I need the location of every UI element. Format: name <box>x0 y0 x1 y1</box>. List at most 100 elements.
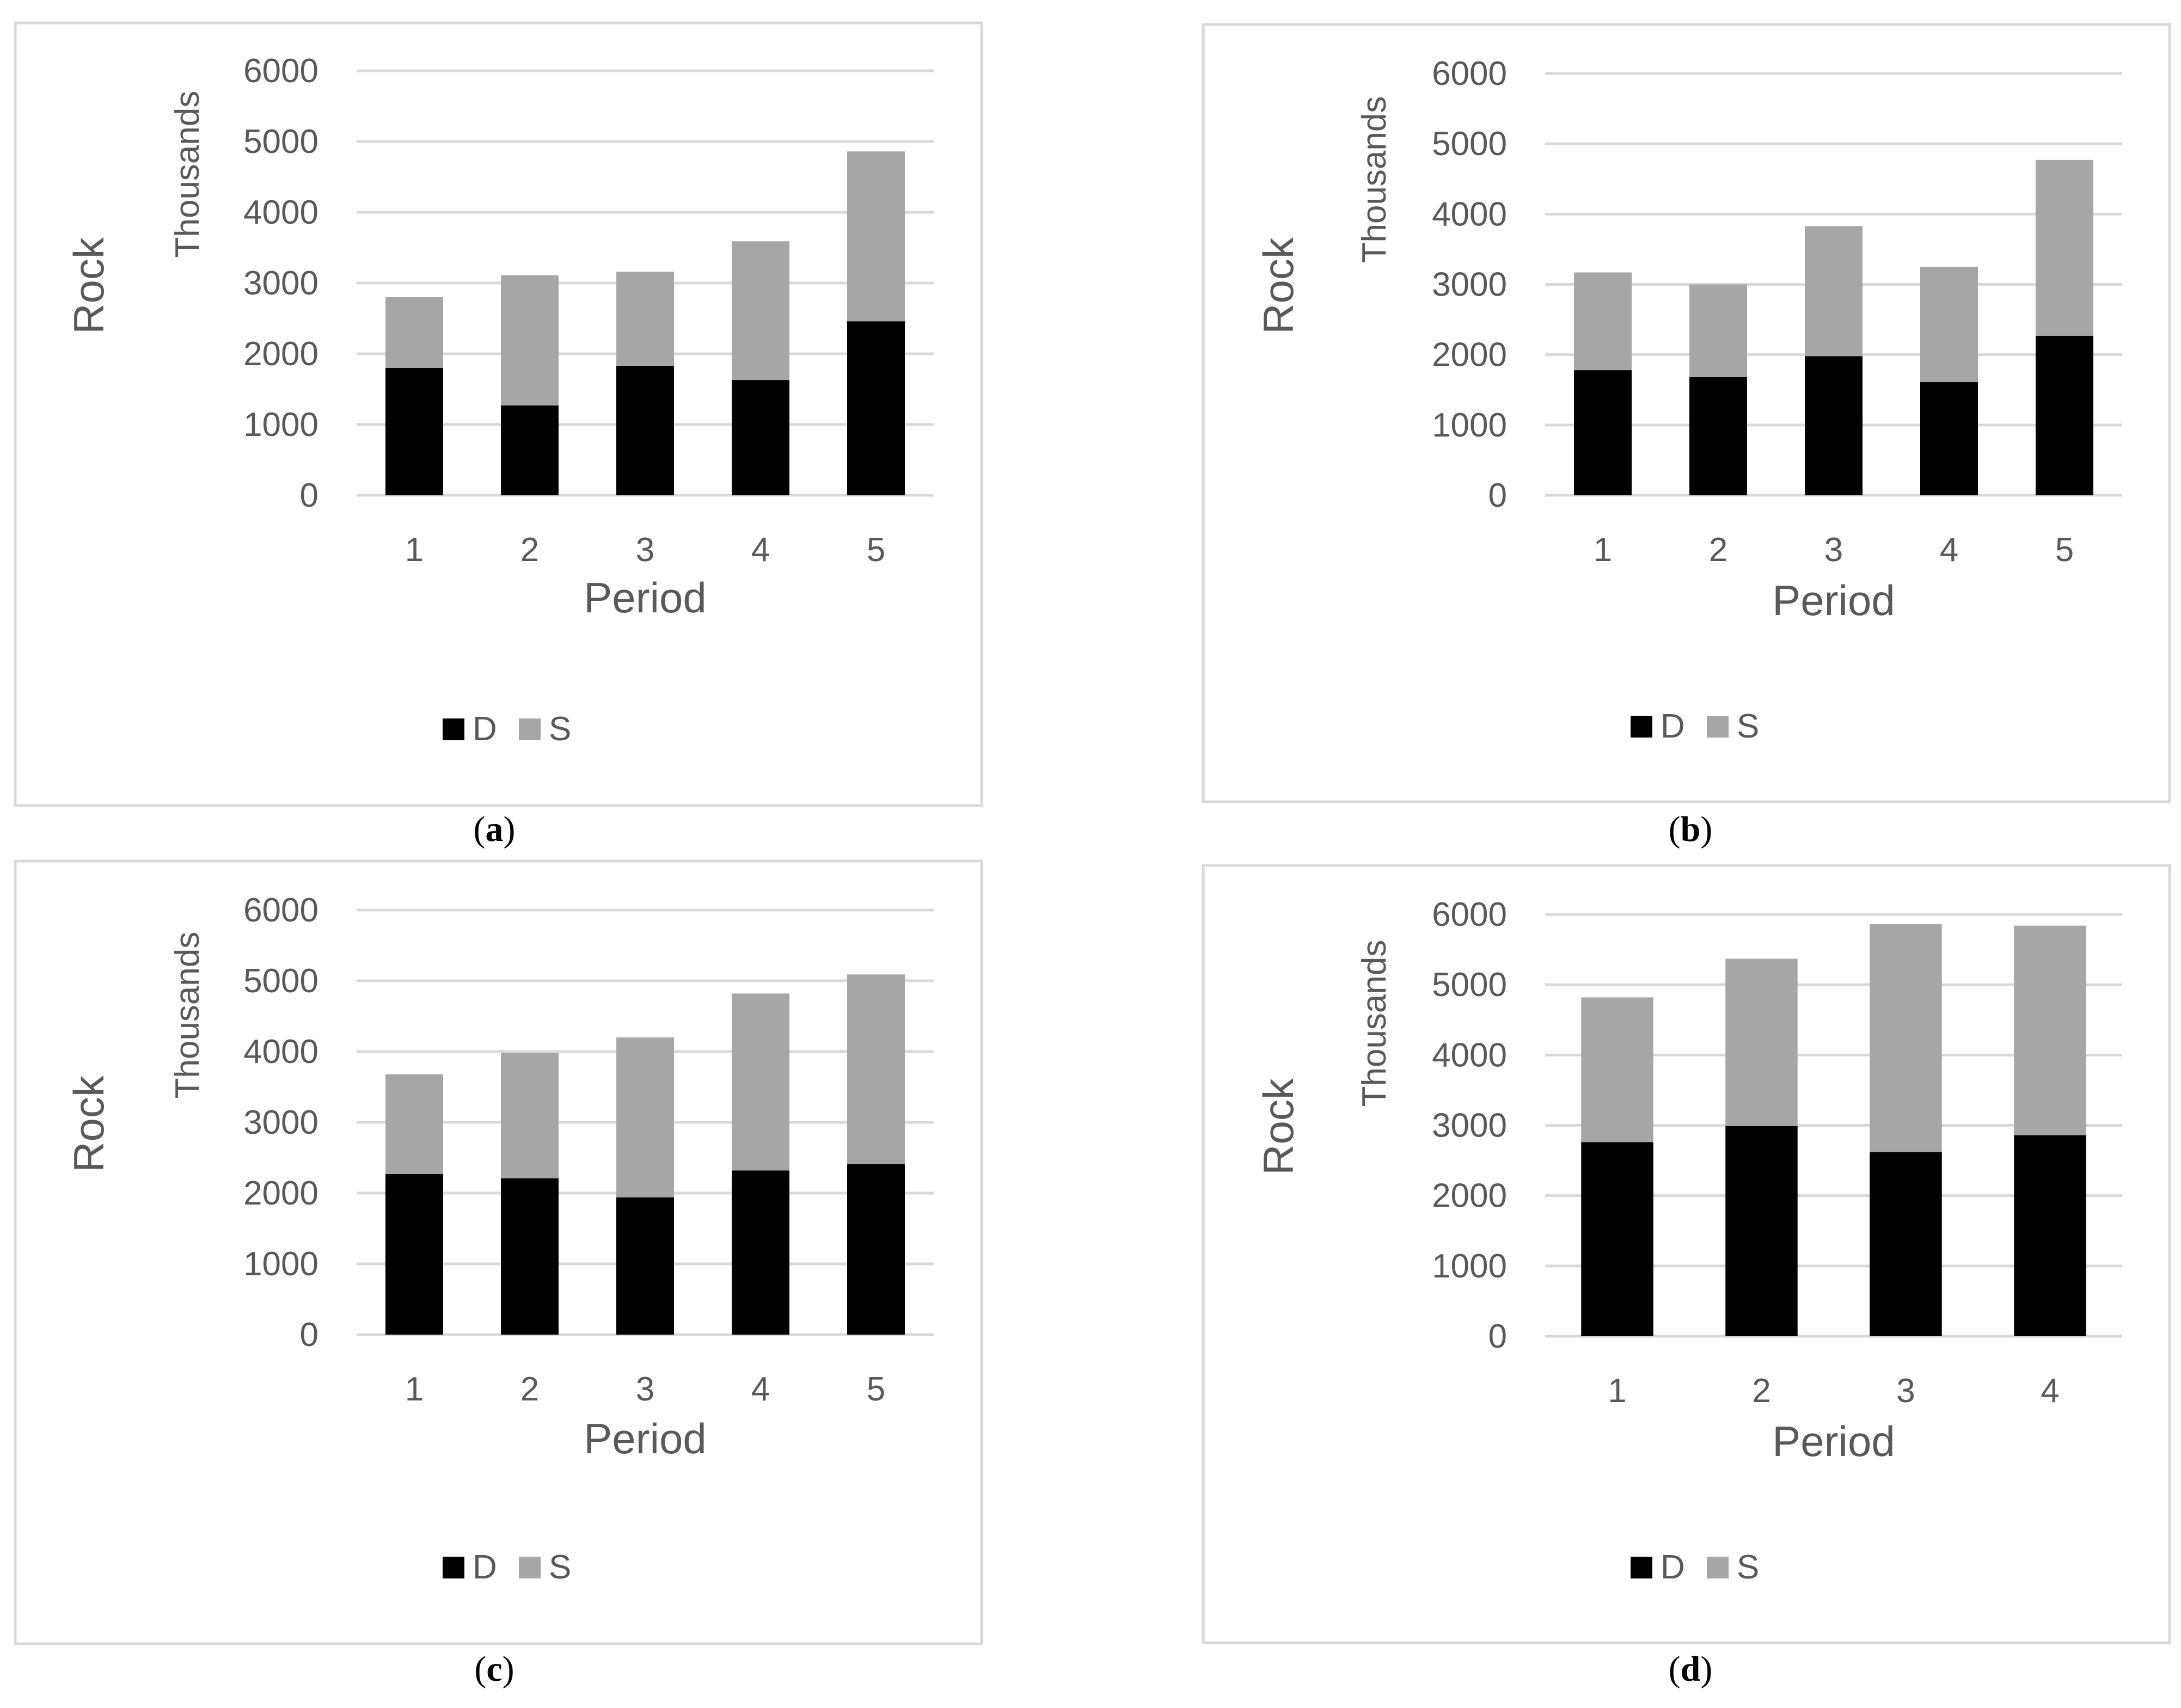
legend-swatch-s <box>1707 716 1729 738</box>
caption-open-paren: ( <box>474 809 486 849</box>
y-tick-label: 0 <box>1488 477 1507 514</box>
x-axis-title: Period <box>1772 576 1895 624</box>
y-tick-label: 1000 <box>243 1245 318 1283</box>
bar-d-period-1 <box>385 1174 443 1335</box>
y-tick-label: 2000 <box>243 1175 318 1212</box>
x-tick-label: 4 <box>1940 531 1958 569</box>
y-tick-label: 3000 <box>243 1104 318 1141</box>
bar-s-period-1 <box>1581 997 1653 1142</box>
y-tick-label: 0 <box>1488 1318 1507 1355</box>
legend-label-s: S <box>549 1549 571 1586</box>
bar-s-period-2 <box>501 275 559 406</box>
bar-d-period-1 <box>1574 370 1632 495</box>
y-tick-label: 5000 <box>243 962 318 1000</box>
y-tick-label: 6000 <box>1432 896 1507 933</box>
caption-close-paren: ) <box>503 1649 514 1689</box>
chart-frame <box>14 21 983 807</box>
y-axis-title: Rock <box>1254 237 1302 334</box>
legend-label-d: D <box>473 1549 497 1586</box>
bar-d-period-3 <box>616 366 674 495</box>
bar-d-period-3 <box>1870 1152 1942 1336</box>
bar-d-period-4 <box>732 380 789 495</box>
x-tick-label: 3 <box>1824 531 1843 569</box>
x-tick-label: 1 <box>405 531 424 569</box>
bar-s-period-1 <box>385 297 443 368</box>
x-tick-label: 3 <box>1896 1372 1915 1410</box>
x-tick-label: 4 <box>2041 1372 2059 1410</box>
y-tick-label: 4000 <box>243 194 318 231</box>
legend-swatch-s <box>1707 1557 1729 1578</box>
chart-panel-c: 0 1000 2000 3000 4000 5000 6000 Rock Thousands 1 2… <box>14 859 983 1689</box>
panel-caption: (a) <box>474 809 516 849</box>
y-tick-label: 5000 <box>1432 966 1507 1004</box>
chart-frame <box>1202 864 2171 1644</box>
y-axis-units: Thousands <box>1356 96 1393 263</box>
x-axis-title: Period <box>584 574 706 622</box>
bar-d-period-2 <box>1689 377 1747 495</box>
legend-label-d: D <box>1661 1549 1685 1586</box>
y-tick-label: 3000 <box>1432 1107 1507 1145</box>
caption-letter: c <box>486 1649 502 1689</box>
y-tick-label: 0 <box>300 477 318 514</box>
legend-swatch-d <box>1631 716 1652 738</box>
bar-s-period-1 <box>385 1074 443 1174</box>
chart-frame <box>14 859 983 1645</box>
bar-s-period-2 <box>501 1053 559 1178</box>
x-tick-label: 5 <box>867 531 885 569</box>
y-tick-label: 1000 <box>1432 407 1507 444</box>
y-axis-title: Rock <box>1254 1078 1302 1175</box>
bar-d-period-4 <box>1920 382 1978 495</box>
caption-letter: b <box>1681 809 1701 849</box>
bar-d-period-2 <box>501 1178 559 1335</box>
y-axis-units: Thousands <box>1356 940 1393 1107</box>
x-tick-label: 2 <box>520 531 539 569</box>
bar-s-period-3 <box>616 1037 674 1197</box>
bar-d-period-5 <box>2036 335 2093 495</box>
bar-d-period-1 <box>385 368 443 495</box>
x-tick-label: 4 <box>751 1371 770 1408</box>
bar-d-period-5 <box>847 1164 905 1335</box>
legend-label-s: S <box>1737 708 1759 745</box>
y-tick-label: 5000 <box>243 123 318 161</box>
chart-frame <box>1202 23 2171 803</box>
y-axis-units: Thousands <box>169 91 206 258</box>
legend-swatch-s <box>519 1557 541 1578</box>
y-tick-label: 1000 <box>1432 1248 1507 1285</box>
chart-panel-b: 0 1000 2000 3000 4000 5000 6000 Rock Thousands 1 2… <box>1202 23 2171 849</box>
caption-close-paren: ) <box>1700 1649 1712 1689</box>
bar-s-period-4 <box>1920 267 1978 383</box>
y-tick-label: 2000 <box>1432 336 1507 374</box>
bar-s-period-2 <box>1725 959 1798 1126</box>
y-axis-title: Rock <box>65 1075 113 1172</box>
bar-s-period-5 <box>2036 159 2093 336</box>
bar-d-period-2 <box>501 405 559 495</box>
y-tick-label: 4000 <box>1432 195 1507 233</box>
legend-label-s: S <box>549 710 571 748</box>
x-tick-label: 3 <box>636 1371 654 1408</box>
x-tick-label: 1 <box>405 1371 424 1408</box>
y-tick-label: 4000 <box>243 1033 318 1071</box>
panel-caption: (b) <box>1669 809 1713 849</box>
bar-s-period-4 <box>732 993 789 1171</box>
chart-panel-d: 0 1000 2000 3000 4000 5000 6000 Rock Thousands 1 2… <box>1202 864 2171 1689</box>
x-axis-title: Period <box>1772 1417 1895 1465</box>
bar-s-period-1 <box>1574 272 1632 371</box>
legend-label-d: D <box>473 710 497 748</box>
y-tick-label: 3000 <box>1432 266 1507 304</box>
bar-d-period-2 <box>1725 1126 1798 1336</box>
legend-swatch-d <box>1631 1557 1652 1578</box>
bar-s-period-4 <box>2014 925 2086 1135</box>
caption-letter: d <box>1681 1649 1701 1689</box>
x-tick-label: 1 <box>1608 1372 1626 1410</box>
legend-swatch-d <box>443 1557 464 1578</box>
legend-swatch-s <box>519 718 541 740</box>
x-tick-label: 1 <box>1594 531 1612 569</box>
y-axis-units: Thousands <box>169 932 206 1099</box>
y-tick-label: 3000 <box>243 265 318 302</box>
bar-s-period-5 <box>847 974 905 1164</box>
y-tick-label: 2000 <box>1432 1177 1507 1215</box>
caption-close-paren: ) <box>504 809 516 849</box>
caption-open-paren: ( <box>1669 1649 1681 1689</box>
panel-caption: (c) <box>474 1649 514 1689</box>
